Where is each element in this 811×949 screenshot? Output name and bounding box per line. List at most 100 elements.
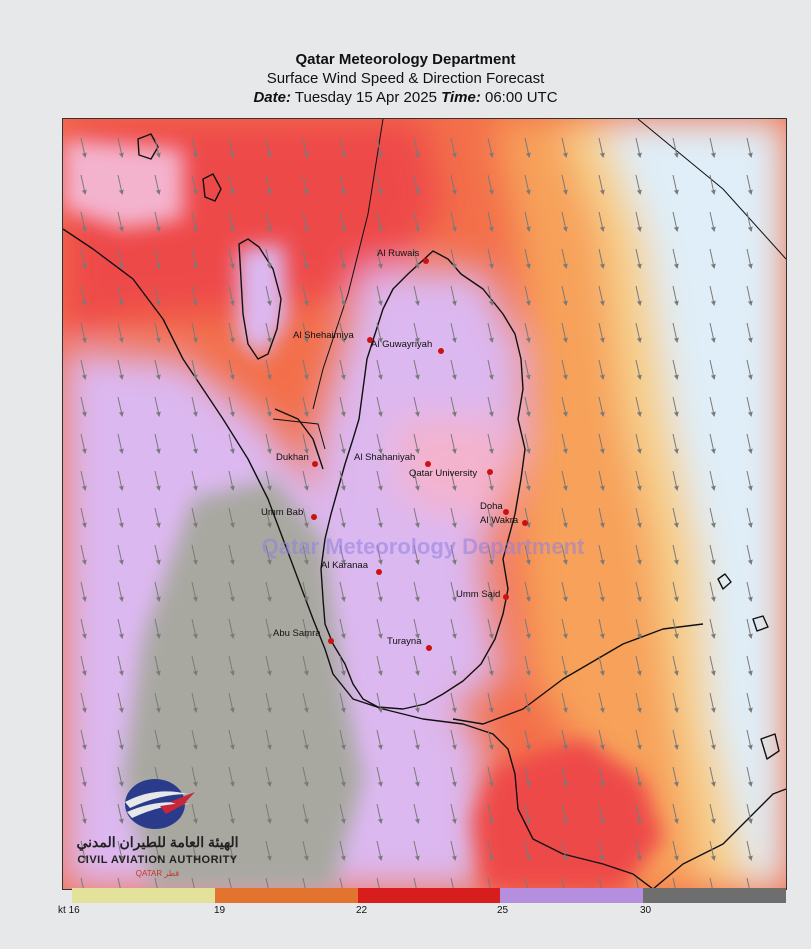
wind-arrow <box>487 544 494 565</box>
wind-arrow <box>561 729 568 750</box>
wind-arrow <box>228 248 235 269</box>
header: Qatar Meteorology Department Surface Win… <box>0 50 811 108</box>
wind-arrow <box>265 840 272 861</box>
wind-arrow <box>191 470 198 491</box>
city-dot <box>503 594 509 600</box>
wind-arrow <box>376 729 383 750</box>
caa-logo: الهيئة العامة للطيران المدني CIVIL AVIAT… <box>70 772 245 882</box>
wind-arrow <box>524 322 531 343</box>
watermark: Qatar Meteorology Department <box>262 534 585 559</box>
wind-arrow <box>598 470 605 491</box>
wind-arrow <box>265 507 272 528</box>
wind-arrow <box>672 877 676 889</box>
wind-arrow <box>709 803 716 824</box>
wind-arrow <box>635 285 642 306</box>
city-label: Al Shehaimiya <box>293 330 354 341</box>
legend-band-22 <box>357 888 501 903</box>
city-dukhan: Dukhan <box>276 452 318 467</box>
wind-arrow <box>339 877 343 889</box>
city-dot <box>367 337 373 343</box>
wind-arrow <box>154 581 161 602</box>
time-label: Time: <box>441 89 481 106</box>
wind-arrow <box>487 285 494 306</box>
wind-arrow <box>635 618 642 639</box>
wind-arrow <box>228 729 235 750</box>
bahrain-island <box>238 238 282 360</box>
wind-arrow <box>228 211 235 232</box>
wind-arrow <box>413 470 420 491</box>
wind-arrow <box>635 729 642 750</box>
city-dot <box>522 520 528 526</box>
wind-arrow <box>265 729 272 750</box>
wind-arrow <box>376 470 383 491</box>
wind-arrow <box>376 359 383 380</box>
wind-arrow <box>413 544 420 565</box>
wind-arrow <box>709 322 716 343</box>
wind-arrow <box>339 359 346 380</box>
wind-arrow <box>413 211 420 232</box>
wind-arrow <box>561 470 568 491</box>
wind-arrow <box>635 248 642 269</box>
legend-label-30: 30 <box>640 905 652 916</box>
wind-arrow <box>376 433 383 454</box>
wind-arrow <box>598 359 605 380</box>
wind-arrow <box>117 803 124 824</box>
wind-arrow <box>450 248 457 269</box>
wind-arrow <box>746 248 753 269</box>
wind-arrow <box>746 507 753 528</box>
wind-arrow <box>672 248 679 269</box>
wind-arrow <box>117 618 124 639</box>
wind-arrow <box>635 803 642 824</box>
wind-arrow <box>302 618 309 639</box>
wind-arrow <box>80 507 87 528</box>
city-dot <box>312 461 318 467</box>
wind-arrow <box>672 322 679 343</box>
wind-arrow <box>672 655 679 676</box>
wind-arrow <box>672 840 679 861</box>
wind-arrow <box>709 137 716 158</box>
wind-arrow <box>413 655 420 676</box>
wind-arrow <box>154 396 161 417</box>
wind-arrow <box>228 803 235 824</box>
wind-arrow <box>598 581 605 602</box>
wind-arrow <box>524 803 531 824</box>
wind-arrow <box>80 803 87 824</box>
wind-arrow <box>302 396 309 417</box>
islet-east-3 <box>760 733 780 760</box>
wind-arrow <box>376 285 383 306</box>
bay-line <box>274 408 324 470</box>
wind-arrow <box>709 655 716 676</box>
chart-title: Qatar Meteorology Department <box>295 51 516 68</box>
wind-arrow <box>561 877 565 889</box>
wind-arrow <box>154 174 161 195</box>
wind-arrow <box>524 174 531 195</box>
wind-arrow <box>339 544 346 565</box>
wind-arrow <box>117 470 124 491</box>
border-northeast <box>637 119 786 260</box>
wind-arrow <box>709 507 716 528</box>
wind-arrow <box>191 581 198 602</box>
wind-arrow <box>265 396 272 417</box>
wind-arrow <box>413 803 420 824</box>
wind-arrow <box>191 137 198 158</box>
wind-arrow <box>524 470 531 491</box>
wind-arrow <box>450 211 457 232</box>
wind-arrow <box>191 655 198 676</box>
wind-arrow <box>709 248 716 269</box>
wind-arrow <box>376 507 383 528</box>
date-label: Date: <box>253 89 291 106</box>
wind-arrow <box>487 581 494 602</box>
wind-arrow <box>80 470 87 491</box>
wind-arrow <box>154 655 161 676</box>
border-west <box>272 418 326 450</box>
wind-arrow <box>265 433 272 454</box>
wind-arrow <box>376 766 383 787</box>
city-label: Qatar University <box>409 468 477 479</box>
wind-arrow <box>598 729 605 750</box>
wind-arrow <box>376 322 383 343</box>
wind-arrow <box>228 174 235 195</box>
wind-arrow <box>376 396 383 417</box>
wind-arrow <box>450 877 454 889</box>
wind-arrow <box>117 544 124 565</box>
wind-arrow <box>561 211 568 232</box>
